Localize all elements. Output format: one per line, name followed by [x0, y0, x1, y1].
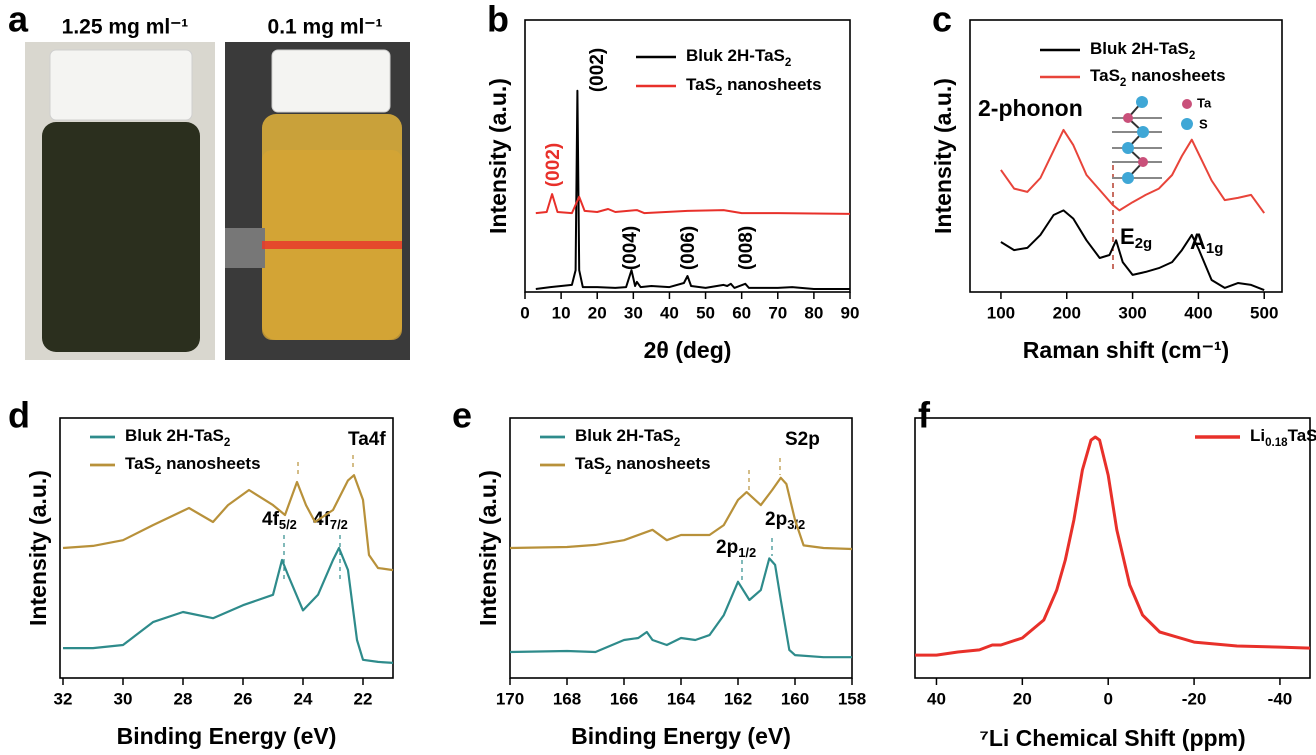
panel-letter: c: [932, 0, 952, 40]
x-axis-label: Binding Energy (eV): [571, 723, 791, 749]
annotation: S2p: [785, 429, 820, 450]
x-tick-label: 20: [588, 303, 607, 322]
peak-label: (002): [543, 143, 564, 187]
x-axis-label: ⁷Li Chemical Shift (ppm): [979, 725, 1245, 751]
photo-panel: a 1.25 mg ml⁻¹ 0.1 mg ml⁻¹: [8, 0, 410, 360]
vial-cap: [50, 50, 192, 120]
annotation: 4f5/2: [262, 509, 297, 532]
x-tick-label: 10: [552, 303, 571, 322]
x-tick-label: 32: [54, 689, 73, 708]
annotation: Ta4f: [348, 429, 386, 450]
inset-label: S: [1199, 116, 1208, 131]
x-tick-label: 0: [520, 303, 529, 322]
data-line: [1001, 210, 1264, 290]
legend-label: TaS2 nanosheets: [686, 75, 822, 98]
panel-letter: a: [8, 0, 29, 40]
figure: a 1.25 mg ml⁻¹ 0.1 mg ml⁻¹ (002) (002) (…: [0, 0, 1316, 755]
x-tick-label: 40: [927, 689, 946, 708]
x-tick-label: 70: [768, 303, 787, 322]
plot-frame: [970, 20, 1282, 292]
x-tick-label: 20: [1013, 689, 1032, 708]
x-tick-label: 22: [354, 689, 373, 708]
x-tick-label: 90: [841, 303, 860, 322]
annotation: E2g: [1120, 224, 1152, 252]
legend-label: TaS2 nanosheets: [1090, 66, 1226, 89]
y-axis-label: Intensity (a.u.): [475, 470, 501, 626]
vial-cap: [272, 50, 390, 112]
legend-label: Li0.18TaS2: [1250, 426, 1316, 449]
x-tick-label: 164: [667, 689, 696, 708]
peak-label: (002): [587, 48, 608, 92]
x-tick-label: 160: [781, 689, 809, 708]
x-tick-label: 100: [987, 303, 1015, 322]
data-line: [536, 194, 850, 214]
y-axis-label: Intensity (a.u.): [25, 470, 51, 626]
legend-label: Bluk 2H-TaS2: [686, 46, 791, 69]
annotation: 2p1/2: [716, 537, 756, 560]
x-axis-label: 2θ (deg): [644, 337, 732, 363]
panel-letter: f: [918, 395, 931, 436]
x-tick-label: 30: [624, 303, 643, 322]
vial-dark: [42, 122, 200, 352]
peak-label: (004): [620, 226, 641, 270]
x-tick-label: 24: [294, 689, 313, 708]
x-tick-label: 166: [610, 689, 638, 708]
x-tick-label: 50: [696, 303, 715, 322]
data-line: [915, 437, 1310, 655]
x-tick-label: 28: [174, 689, 193, 708]
laser-pointer: [225, 228, 265, 268]
legend-label: TaS2 nanosheets: [125, 454, 261, 477]
x-tick-label: 200: [1053, 303, 1081, 322]
x-tick-label: 26: [234, 689, 253, 708]
peak-label: (006): [678, 226, 699, 270]
x-tick-label: 300: [1118, 303, 1146, 322]
panel-letter: d: [8, 395, 30, 436]
laser-beam: [262, 241, 402, 249]
x-tick-label: 60: [732, 303, 751, 322]
x-tick-label: 40: [660, 303, 679, 322]
x-tick-label: 30: [114, 689, 133, 708]
panel-letter: e: [452, 395, 472, 436]
x-tick-label: 500: [1250, 303, 1278, 322]
x-tick-label: 170: [496, 689, 524, 708]
legend-label: Bluk 2H-TaS2: [1090, 39, 1195, 62]
y-axis-label: Intensity (a.u.): [485, 78, 511, 234]
data-line: [510, 478, 852, 549]
photo-caption: 0.1 mg ml⁻¹: [268, 16, 383, 39]
x-tick-label: 0: [1103, 689, 1112, 708]
y-axis-label: Intensity (a.u.): [930, 78, 956, 234]
x-tick-label: 158: [838, 689, 866, 708]
x-axis-label: Binding Energy (eV): [117, 723, 337, 749]
x-tick-label: 80: [804, 303, 823, 322]
bond: [1128, 102, 1143, 178]
x-tick-label: -20: [1182, 689, 1207, 708]
inset-label: Ta: [1197, 95, 1212, 110]
legend-label: Bluk 2H-TaS2: [575, 426, 680, 449]
peak-label: (008): [736, 226, 757, 270]
legend-label: TaS2 nanosheets: [575, 454, 711, 477]
x-axis-label: Raman shift (cm⁻¹): [1023, 337, 1229, 363]
data-line: [63, 548, 393, 663]
plot-frame: [915, 418, 1310, 678]
panel-letter: b: [487, 0, 509, 40]
x-tick-label: -40: [1268, 689, 1293, 708]
x-tick-label: 168: [553, 689, 581, 708]
x-tick-label: 162: [724, 689, 752, 708]
legend-label: Bluk 2H-TaS2: [125, 426, 230, 449]
inset-schematic: [1112, 96, 1193, 184]
data-line: [510, 558, 852, 657]
photo-caption: 1.25 mg ml⁻¹: [62, 16, 189, 39]
annotation: 2-phonon: [978, 95, 1083, 121]
x-tick-label: 400: [1184, 303, 1212, 322]
